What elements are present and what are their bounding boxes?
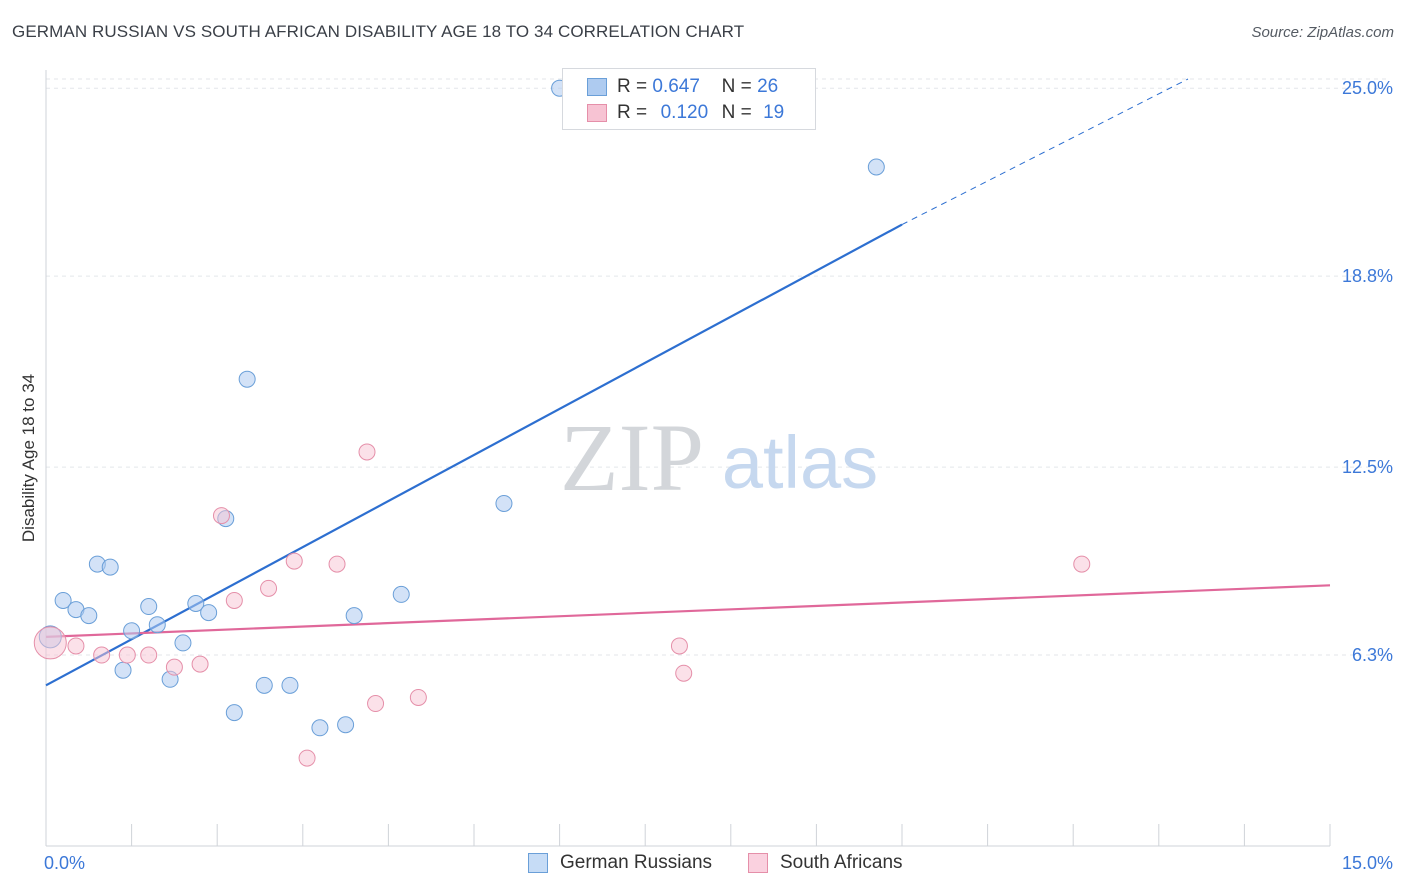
n-label: N = xyxy=(721,76,752,97)
south-african-point xyxy=(328,555,346,573)
south-african-point xyxy=(285,552,303,570)
legend-swatch-blue xyxy=(587,78,607,96)
german-russian-point xyxy=(392,585,410,603)
german-russian-point xyxy=(187,595,205,612)
legend-label: German Russians xyxy=(560,852,713,873)
r-label: R = xyxy=(617,76,648,97)
german-russian-trendline-extension xyxy=(901,78,1189,226)
legend-row-german-russians: R = 0.647 N = 26 xyxy=(587,75,778,99)
x-axis-ticks xyxy=(131,824,1331,846)
n-value: 19 xyxy=(763,102,785,123)
r-value: 0.647 xyxy=(652,76,700,97)
german-russian-point xyxy=(255,676,273,694)
german-russian-point xyxy=(337,716,355,734)
south-african-point xyxy=(67,637,85,655)
x-tick-label: 15.0% xyxy=(1342,853,1393,873)
german-russian-point xyxy=(80,607,98,625)
south-african-trendline xyxy=(45,584,1331,638)
south-african-point xyxy=(93,646,111,664)
y-tick-label: 12.5% xyxy=(1342,457,1393,477)
german-russian-point xyxy=(200,604,218,622)
y-tick-label: 6.3% xyxy=(1352,645,1393,665)
chart-title: GERMAN RUSSIAN VS SOUTH AFRICAN DISABILI… xyxy=(12,22,745,41)
south-african-point xyxy=(367,695,385,713)
german-russian-point xyxy=(174,634,192,652)
south-african-point xyxy=(165,658,183,676)
n-label: N = xyxy=(721,102,752,123)
legend-swatch-pink xyxy=(587,104,607,122)
german-russian-point xyxy=(140,598,158,616)
y-tick-labels: 6.3% 12.5% 18.8% 25.0% xyxy=(1342,78,1393,665)
german-russian-point xyxy=(281,676,299,694)
y-tick-label: 18.8% xyxy=(1342,266,1393,286)
x-tick-label: 0.0% xyxy=(44,853,85,873)
y-tick-label: 25.0% xyxy=(1342,78,1393,98)
south-african-point xyxy=(118,646,136,664)
correlation-legend: R = 0.647 N = 26 R = 0.120 N = 19 xyxy=(562,68,816,130)
german-russian-point xyxy=(345,607,363,625)
watermark: ZIP atlas xyxy=(560,404,878,511)
german-russian-point xyxy=(148,616,166,634)
south-african-point xyxy=(140,646,158,664)
south-african-point xyxy=(670,637,688,655)
german-russian-point xyxy=(495,494,513,512)
german-russian-point xyxy=(123,622,141,640)
german-russian-point xyxy=(54,591,72,609)
german-russian-point xyxy=(311,719,329,737)
south-african-point xyxy=(675,664,693,682)
south-african-point xyxy=(409,688,427,706)
german-russian-point xyxy=(225,704,243,722)
german-russian-point xyxy=(101,558,119,576)
legend-swatch-pink xyxy=(748,853,768,873)
legend-item-german-russians: German Russians xyxy=(528,852,712,874)
south-african-point xyxy=(225,591,243,609)
legend-label: South Africans xyxy=(780,852,903,873)
south-african-point xyxy=(191,655,209,673)
watermark-zip: ZIP xyxy=(560,404,704,511)
german-russian-point xyxy=(238,370,256,388)
german-russian-trendline xyxy=(45,223,903,687)
gridlines xyxy=(46,78,1390,656)
south-african-point xyxy=(33,626,67,660)
south-african-point xyxy=(1073,555,1091,573)
legend-row-south-africans: R = 0.120 N = 19 xyxy=(587,101,784,125)
r-label: R = xyxy=(617,102,648,123)
x-tick-labels: 0.0% 15.0% xyxy=(44,853,1393,873)
trendlines xyxy=(45,78,1331,687)
south-african-point xyxy=(212,507,230,525)
n-value: 26 xyxy=(757,76,779,97)
german-russian-point xyxy=(114,661,132,679)
legend-swatch-blue xyxy=(528,853,548,873)
watermark-atlas: atlas xyxy=(722,421,878,504)
axes xyxy=(45,70,1330,847)
south-african-point xyxy=(260,579,278,597)
r-value: 0.120 xyxy=(660,102,709,123)
german-russian-point xyxy=(867,158,885,176)
data-points xyxy=(33,79,1091,767)
legend-item-south-africans: South Africans xyxy=(748,852,903,874)
source-credit: Source: ZipAtlas.com xyxy=(1251,24,1394,41)
south-african-point xyxy=(298,749,316,767)
south-african-point xyxy=(358,443,376,461)
y-axis-label: Disability Age 18 to 34 xyxy=(19,374,38,542)
